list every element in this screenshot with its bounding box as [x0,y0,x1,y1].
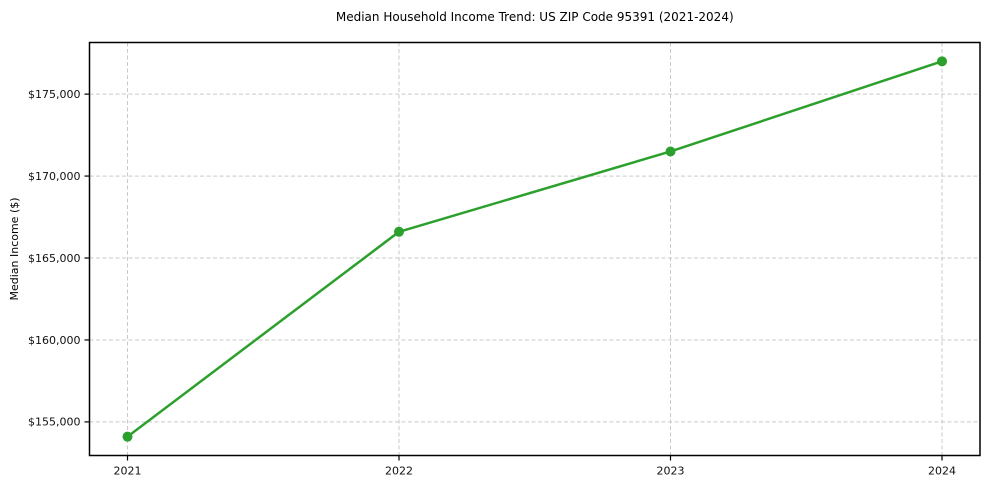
y-axis-label: Median Income ($) [8,197,21,300]
x-tick-label: 2023 [656,465,684,478]
y-tick-label: $155,000 [28,416,81,429]
y-tick-label: $160,000 [28,334,81,347]
x-tick-label: 2024 [928,465,956,478]
plot-border [88,41,981,457]
x-tick-label: 2022 [385,465,413,478]
data-point-2024 [936,56,947,67]
data-point-2022 [394,226,405,237]
trend-line [126,60,944,438]
y-tick-label: $165,000 [28,252,81,265]
data-point-2021 [122,431,133,442]
x-tick-label: 2021 [114,465,142,478]
plot-area: $155,000 $160,000 $165,000 $170,000 $175,000… [28,41,981,478]
y-tick-label: $170,000 [28,170,81,183]
y-tick-label: $175,000 [28,88,81,101]
chart-title: Median Household Income Trend: US ZIP Co… [336,10,734,24]
data-point-2023 [665,146,676,157]
